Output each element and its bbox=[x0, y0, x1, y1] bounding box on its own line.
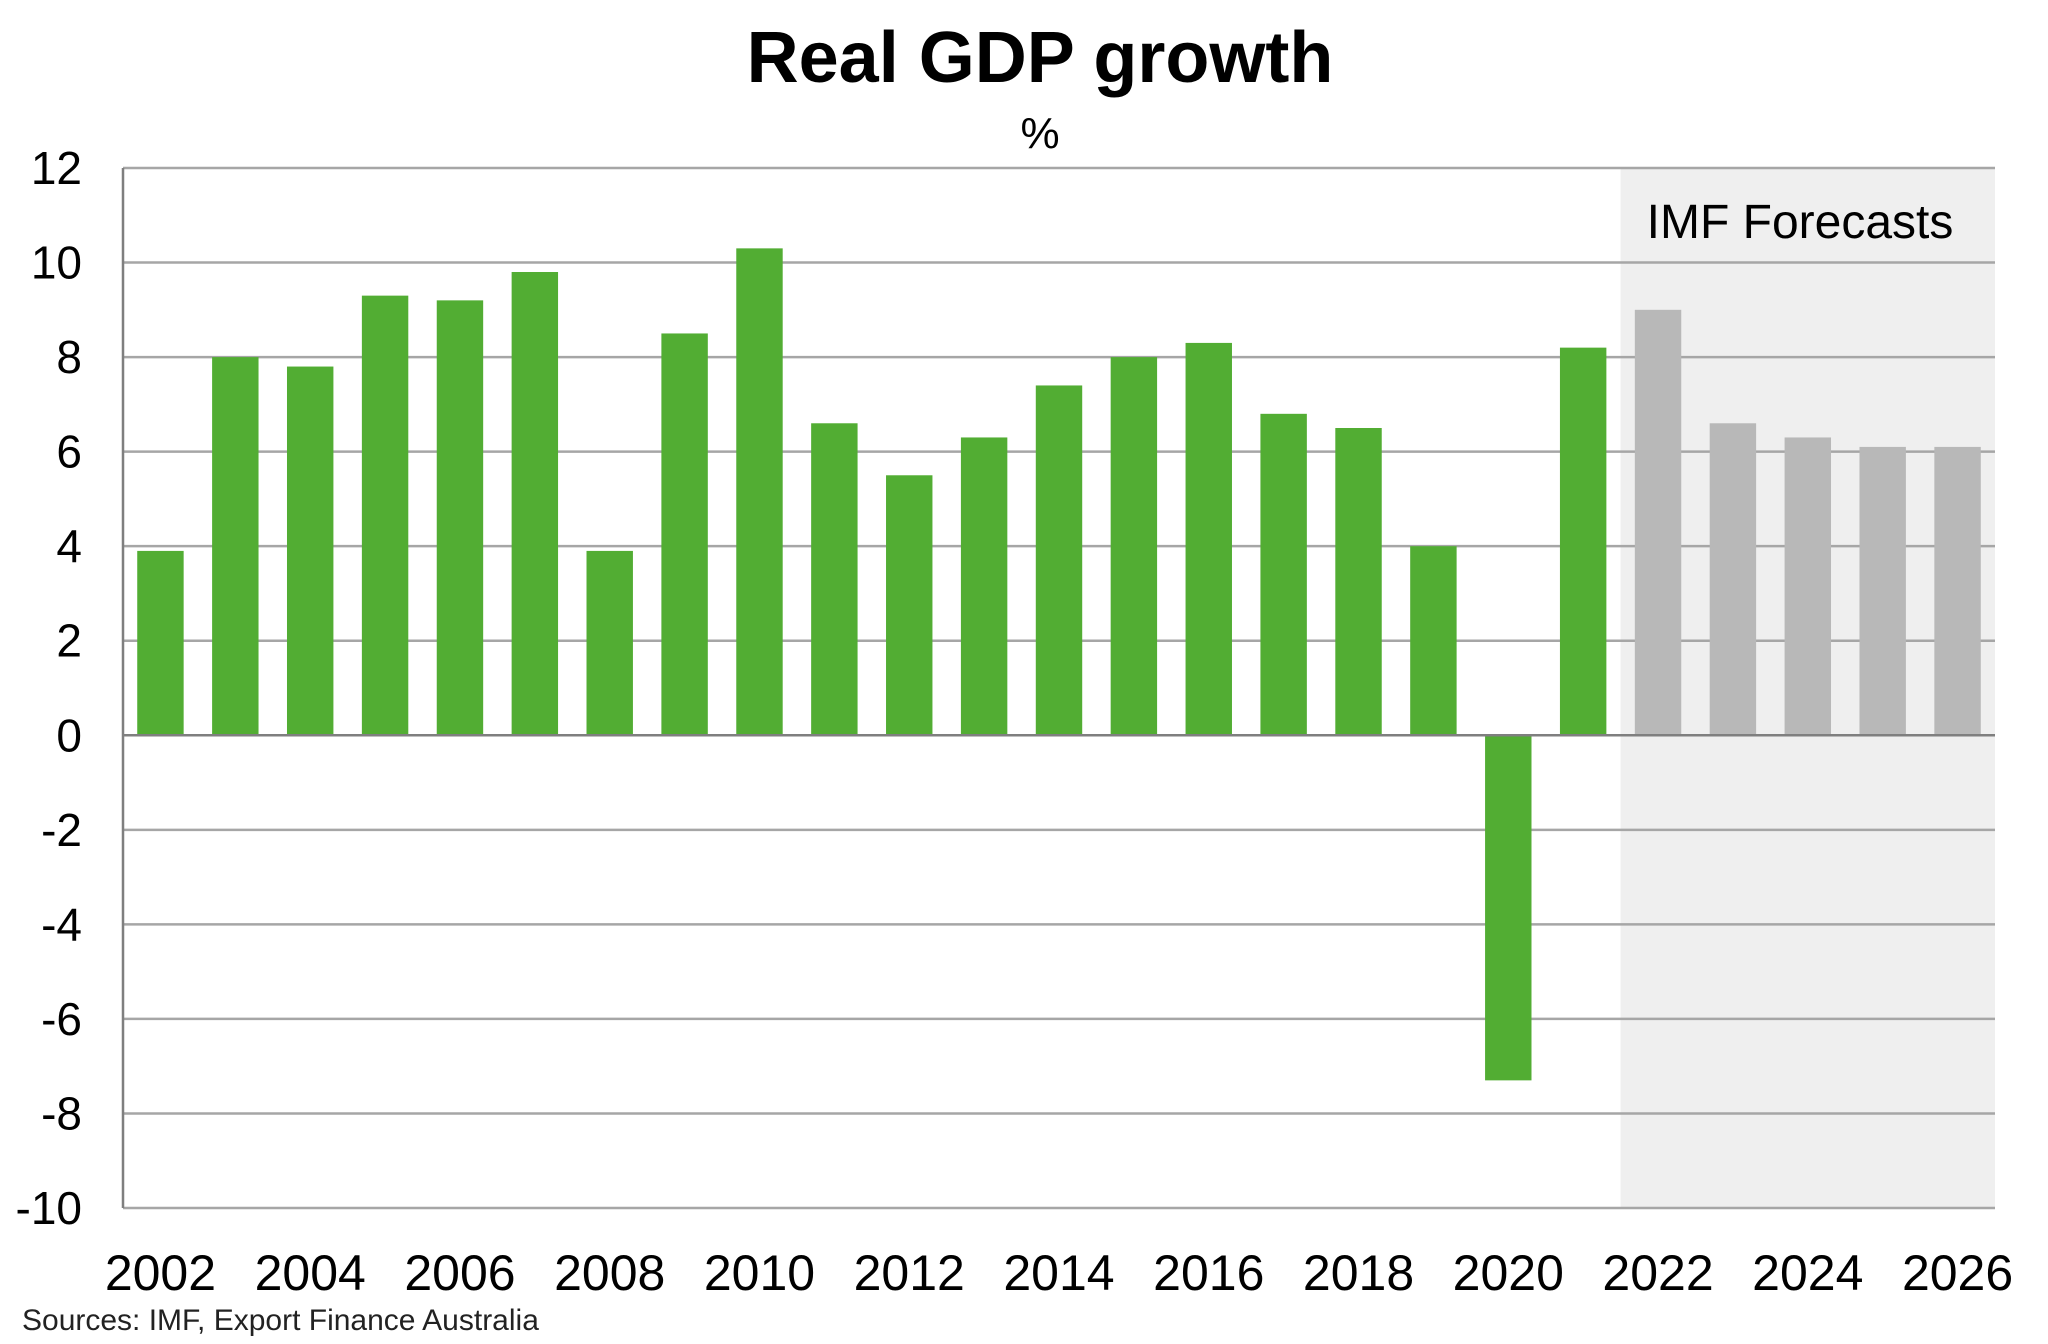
bar-2008 bbox=[586, 550, 633, 736]
bar-2013 bbox=[960, 437, 1008, 736]
bar-2003 bbox=[212, 357, 259, 736]
bar-2023 bbox=[1709, 423, 1757, 736]
bar-2011 bbox=[811, 423, 858, 736]
bar-2018 bbox=[1335, 428, 1382, 736]
bar-2026 bbox=[1934, 446, 1981, 736]
x-tick-label: 2006 bbox=[404, 1245, 515, 1301]
x-tick-label: 2020 bbox=[1453, 1245, 1564, 1301]
bar-2009 bbox=[661, 333, 708, 736]
bar-2014 bbox=[1035, 385, 1083, 736]
y-tick-label: -10 bbox=[16, 1182, 82, 1234]
y-tick-label: -2 bbox=[41, 804, 82, 856]
y-tick-label: 0 bbox=[56, 709, 82, 761]
x-tick-label: 2002 bbox=[105, 1245, 216, 1301]
x-tick-label: 2008 bbox=[554, 1245, 665, 1301]
chart-title: Real GDP growth bbox=[747, 18, 1334, 98]
bar-2010 bbox=[736, 248, 783, 736]
source-note: Sources: IMF, Export Finance Australia bbox=[22, 1304, 539, 1337]
y-tick-label: 12 bbox=[31, 142, 82, 194]
x-tick-label: 2022 bbox=[1602, 1245, 1713, 1301]
bar-2021 bbox=[1559, 347, 1607, 736]
x-tick-label: 2004 bbox=[255, 1245, 366, 1301]
x-tick-label: 2010 bbox=[704, 1245, 815, 1301]
y-tick-labels: 12 10 8 6 4 2 0 -2 -4 -6 -8 -10 bbox=[16, 142, 82, 1234]
y-tick-label: -4 bbox=[41, 898, 82, 950]
bar-2007 bbox=[511, 272, 559, 736]
x-tick-label: 2014 bbox=[1003, 1245, 1114, 1301]
forecast-label: IMF Forecasts bbox=[1647, 196, 1954, 249]
y-tick-label: 4 bbox=[56, 520, 82, 572]
bar-2016 bbox=[1185, 342, 1232, 736]
y-tick-label: 8 bbox=[56, 331, 82, 383]
y-tick-label: -6 bbox=[41, 993, 82, 1045]
bars bbox=[137, 248, 1981, 1081]
x-tick-label: 2016 bbox=[1153, 1245, 1264, 1301]
bar-2020 bbox=[1485, 735, 1532, 1081]
bar-2015 bbox=[1110, 357, 1158, 736]
bar-2017 bbox=[1260, 413, 1307, 736]
bar-2012 bbox=[886, 475, 933, 736]
bar-2024 bbox=[1784, 437, 1832, 736]
x-tick-labels: 2002 2004 2006 2008 2010 2012 2014 2016 2018 2020… bbox=[105, 1245, 2013, 1301]
bar-2005 bbox=[361, 295, 409, 736]
bar-2004 bbox=[286, 366, 334, 736]
chart-subtitle: % bbox=[1020, 109, 1059, 158]
bar-2019 bbox=[1410, 546, 1457, 736]
bar-2022 bbox=[1634, 309, 1682, 736]
bar-2002 bbox=[137, 550, 184, 736]
x-tick-label: 2026 bbox=[1902, 1245, 2013, 1301]
bar-2006 bbox=[436, 300, 484, 736]
x-tick-label: 2018 bbox=[1303, 1245, 1414, 1301]
x-tick-label: 2024 bbox=[1752, 1245, 1863, 1301]
x-tick-label: 2012 bbox=[854, 1245, 965, 1301]
y-tick-label: 6 bbox=[56, 426, 82, 478]
bar-2025 bbox=[1859, 446, 1906, 736]
y-tick-label: 2 bbox=[56, 615, 82, 667]
y-tick-label: -8 bbox=[41, 1087, 82, 1139]
y-tick-label: 10 bbox=[31, 237, 82, 289]
axes bbox=[121, 168, 1995, 1208]
